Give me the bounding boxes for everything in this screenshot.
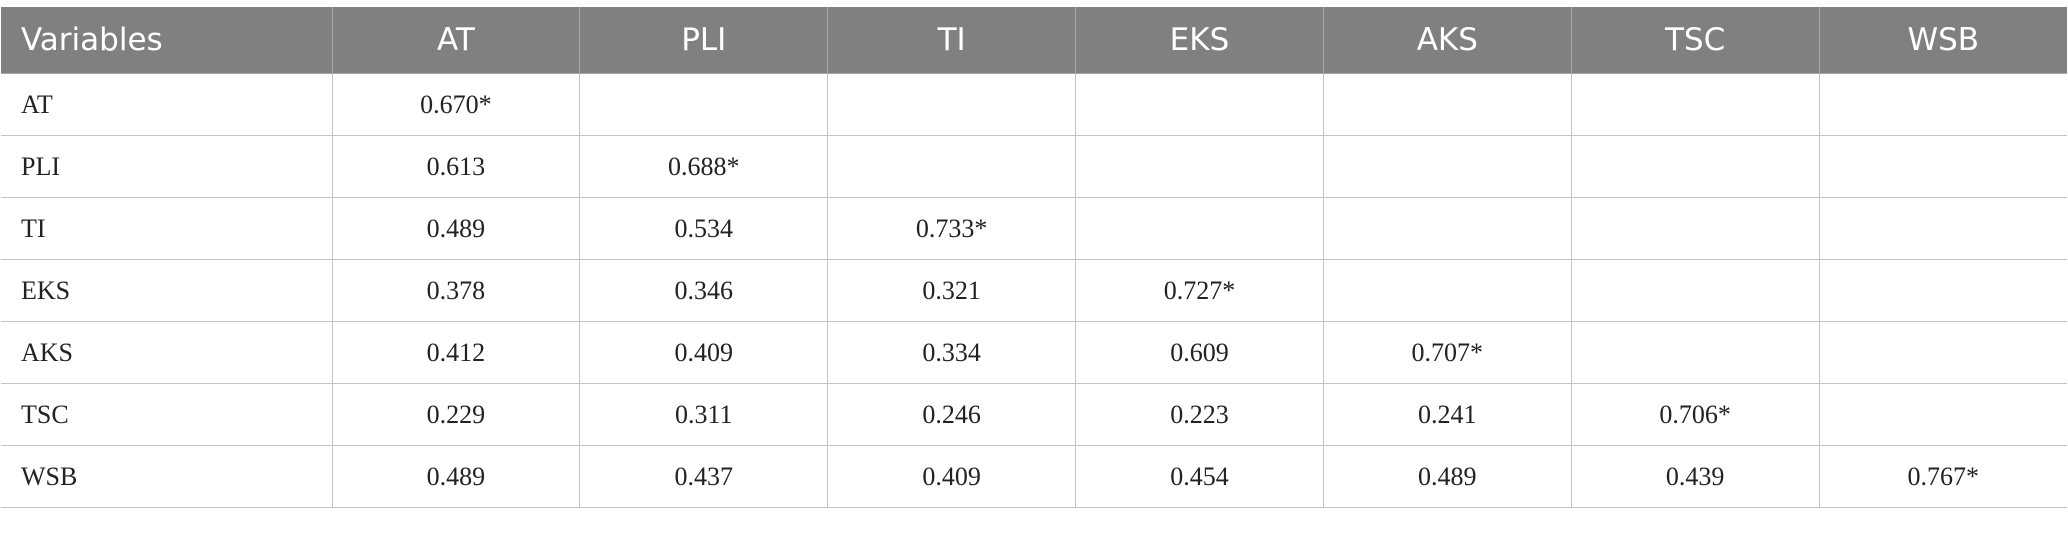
table-row: TSC 0.229 0.311 0.246 0.223 0.241 0.706* (1, 383, 2067, 446)
table-row: AKS 0.412 0.409 0.334 0.609 0.707* (1, 321, 2067, 384)
table-cell: 0.727* (1075, 259, 1324, 322)
header-cell: PLI (579, 7, 829, 74)
table-cell: 0.613 (331, 135, 581, 198)
header-cell: EKS (1075, 7, 1324, 74)
table-cell (1818, 197, 2067, 260)
correlation-table: Variables AT PLI TI EKS AKS TSC WSB AT 0.670* PLI… (1, 7, 2067, 508)
table-body: AT 0.670* PLI 0.613 0.688* TI 0.489 0.534 0.733*… (1, 73, 2067, 508)
table-cell: 0.489 (331, 445, 581, 508)
table-cell: 0.670* (331, 73, 581, 136)
table-cell: 0.437 (579, 445, 829, 508)
table-cell (1570, 135, 1820, 198)
table-cell (579, 73, 829, 136)
table-cell (1818, 73, 2067, 136)
table-cell (1322, 73, 1572, 136)
table-cell (1818, 321, 2067, 384)
table-cell: 0.409 (827, 445, 1077, 508)
header-cell: AT (331, 7, 581, 74)
table-row: PLI 0.613 0.688* (1, 135, 2067, 198)
row-label: TSC (1, 383, 333, 446)
table-cell: 0.409 (579, 321, 829, 384)
table-cell (1818, 259, 2067, 322)
table-cell: 0.454 (1075, 445, 1324, 508)
table-cell: 0.378 (331, 259, 581, 322)
table-cell (1818, 383, 2067, 446)
table-cell (1075, 197, 1324, 260)
table-cell (827, 73, 1077, 136)
table-cell: 0.609 (1075, 321, 1324, 384)
table-row: TI 0.489 0.534 0.733* (1, 197, 2067, 260)
table-cell (1075, 135, 1324, 198)
row-label: AT (1, 73, 333, 136)
header-cell: TI (827, 7, 1077, 74)
table-cell: 0.707* (1322, 321, 1572, 384)
table-cell: 0.439 (1570, 445, 1820, 508)
table-cell: 0.733* (827, 197, 1077, 260)
table-cell (1570, 259, 1820, 322)
table-cell: 0.246 (827, 383, 1077, 446)
table-cell (1570, 73, 1820, 136)
table-cell: 0.229 (331, 383, 581, 446)
table-cell: 0.321 (827, 259, 1077, 322)
table-cell: 0.311 (579, 383, 829, 446)
header-cell: WSB (1818, 7, 2067, 74)
header-cell: TSC (1570, 7, 1820, 74)
row-label: PLI (1, 135, 333, 198)
table-cell: 0.412 (331, 321, 581, 384)
table-row: EKS 0.378 0.346 0.321 0.727* (1, 259, 2067, 322)
row-label: AKS (1, 321, 333, 384)
table-cell: 0.489 (1322, 445, 1572, 508)
row-label: TI (1, 197, 333, 260)
table-cell: 0.706* (1570, 383, 1820, 446)
page: Variables AT PLI TI EKS AKS TSC WSB AT 0.670* PLI… (0, 7, 2068, 533)
table-cell: 0.767* (1818, 445, 2067, 508)
table-cell (827, 135, 1077, 198)
table-cell (1570, 197, 1820, 260)
table-row: WSB 0.489 0.437 0.409 0.454 0.489 0.439 0.767* (1, 445, 2067, 508)
row-label: WSB (1, 445, 333, 508)
header-cell: AKS (1322, 7, 1572, 74)
table-cell (1075, 73, 1324, 136)
table-cell (1322, 135, 1572, 198)
table-cell: 0.241 (1322, 383, 1572, 446)
table-cell: 0.688* (579, 135, 829, 198)
table-row: AT 0.670* (1, 73, 2067, 136)
header-row: Variables AT PLI TI EKS AKS TSC WSB (1, 7, 2067, 74)
table-cell: 0.534 (579, 197, 829, 260)
table-cell: 0.346 (579, 259, 829, 322)
row-label: EKS (1, 259, 333, 322)
table-cell (1570, 321, 1820, 384)
table-cell: 0.489 (331, 197, 581, 260)
table-cell: 0.223 (1075, 383, 1324, 446)
table-cell (1322, 259, 1572, 322)
header-cell: Variables (1, 7, 333, 74)
table-cell (1818, 135, 2067, 198)
table-cell (1322, 197, 1572, 260)
table-cell: 0.334 (827, 321, 1077, 384)
